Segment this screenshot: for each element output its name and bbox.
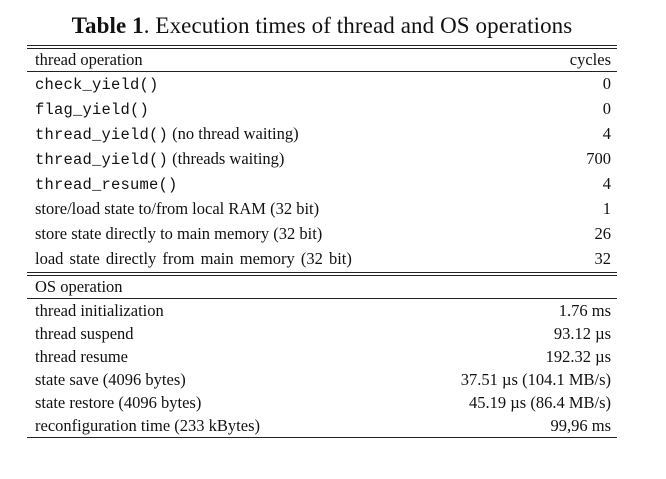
row-value: 0 (602, 74, 611, 93)
table-row: thread_yield() (no thread waiting) 4 (27, 122, 617, 147)
row-label: thread_resume() (35, 172, 591, 197)
row-value: 700 (586, 149, 611, 168)
row-value: 37.51 µs (104.1 MB/s) (460, 370, 611, 389)
row-label: state restore (4096 bytes) (35, 393, 202, 412)
row-value: 0 (602, 99, 611, 118)
row-text: store/load state to/from local RAM (32 b… (35, 199, 320, 218)
os-header-row: OS operation (27, 276, 617, 298)
table-row: reconfiguration time (233 kBytes) 99,96 … (27, 414, 617, 437)
row-label: load state directly from main memory (32… (35, 247, 400, 272)
row-label: store/load state to/from local RAM (32 b… (35, 197, 591, 222)
row-label: thread initialization (35, 301, 164, 320)
os-header-label: OS operation (35, 277, 123, 296)
top-double-rule (27, 45, 617, 49)
table-caption: Table 1. Execution times of thread and O… (27, 12, 617, 40)
row-code: thread_yield() (35, 126, 169, 144)
row-label: reconfiguration time (233 kBytes) (35, 416, 260, 435)
row-value: 1 (602, 199, 611, 218)
row-code: flag_yield() (35, 101, 150, 119)
row-text: store state directly to main memory (32 … (35, 224, 323, 243)
thread-header-value: cycles (569, 50, 611, 69)
row-text: (threads waiting) (168, 149, 285, 168)
row-label: thread resume (35, 347, 128, 366)
row-text: load state directly from main memory (32… (35, 249, 352, 268)
row-code: thread_resume() (35, 176, 178, 194)
row-value: 1.76 ms (558, 301, 611, 320)
row-value: 4 (602, 124, 611, 143)
table-row: thread suspend 93.12 µs (27, 322, 617, 345)
row-label: flag_yield() (35, 97, 591, 122)
row-value: 45.19 µs (86.4 MB/s) (469, 393, 611, 412)
table-row: flag_yield() 0 (27, 97, 617, 122)
row-text: (no thread waiting) (168, 124, 299, 143)
thread-header-label: thread operation (35, 50, 143, 69)
row-value: 93.12 µs (553, 324, 611, 343)
thread-header-row: thread operation cycles (27, 49, 617, 71)
row-label: store state directly to main memory (32 … (35, 222, 583, 247)
row-label: thread_yield() (no thread waiting) (35, 122, 591, 147)
section-double-rule (27, 272, 617, 276)
table-row: thread resume 192.32 µs (27, 345, 617, 368)
row-label: check_yield() (35, 72, 591, 97)
table-row: thread_resume() 4 (27, 172, 617, 197)
row-label: state save (4096 bytes) (35, 370, 186, 389)
table-row: thread_yield() (threads waiting) 700 (27, 147, 617, 172)
table-row: store state directly to main memory (32 … (27, 222, 617, 247)
row-code: check_yield() (35, 76, 159, 94)
table-caption-text: . Execution times of thread and OS opera… (143, 13, 573, 38)
row-label: thread suspend (35, 324, 134, 343)
table-row: check_yield() 0 (27, 72, 617, 97)
row-value: 26 (594, 224, 612, 243)
execution-times-table: Table 1. Execution times of thread and O… (27, 12, 617, 438)
table-row: state restore (4096 bytes) 45.19 µs (86.… (27, 391, 617, 414)
table-caption-label: Table 1 (71, 13, 144, 38)
table-row: state save (4096 bytes) 37.51 µs (104.1 … (27, 368, 617, 391)
thread-header-rule (27, 71, 617, 72)
table-row: store/load state to/from local RAM (32 b… (27, 197, 617, 222)
row-value: 99,96 ms (550, 416, 611, 435)
table-row: thread initialization 1.76 ms (27, 299, 617, 322)
table-row: load state directly from main memory (32… (27, 247, 617, 272)
row-value: 192.32 µs (545, 347, 611, 366)
row-code: thread_yield() (35, 151, 169, 169)
os-header-rule (27, 298, 617, 299)
bottom-rule (27, 437, 617, 438)
row-value: 32 (594, 249, 612, 268)
row-value: 4 (602, 174, 611, 193)
row-label: thread_yield() (threads waiting) (35, 147, 574, 172)
